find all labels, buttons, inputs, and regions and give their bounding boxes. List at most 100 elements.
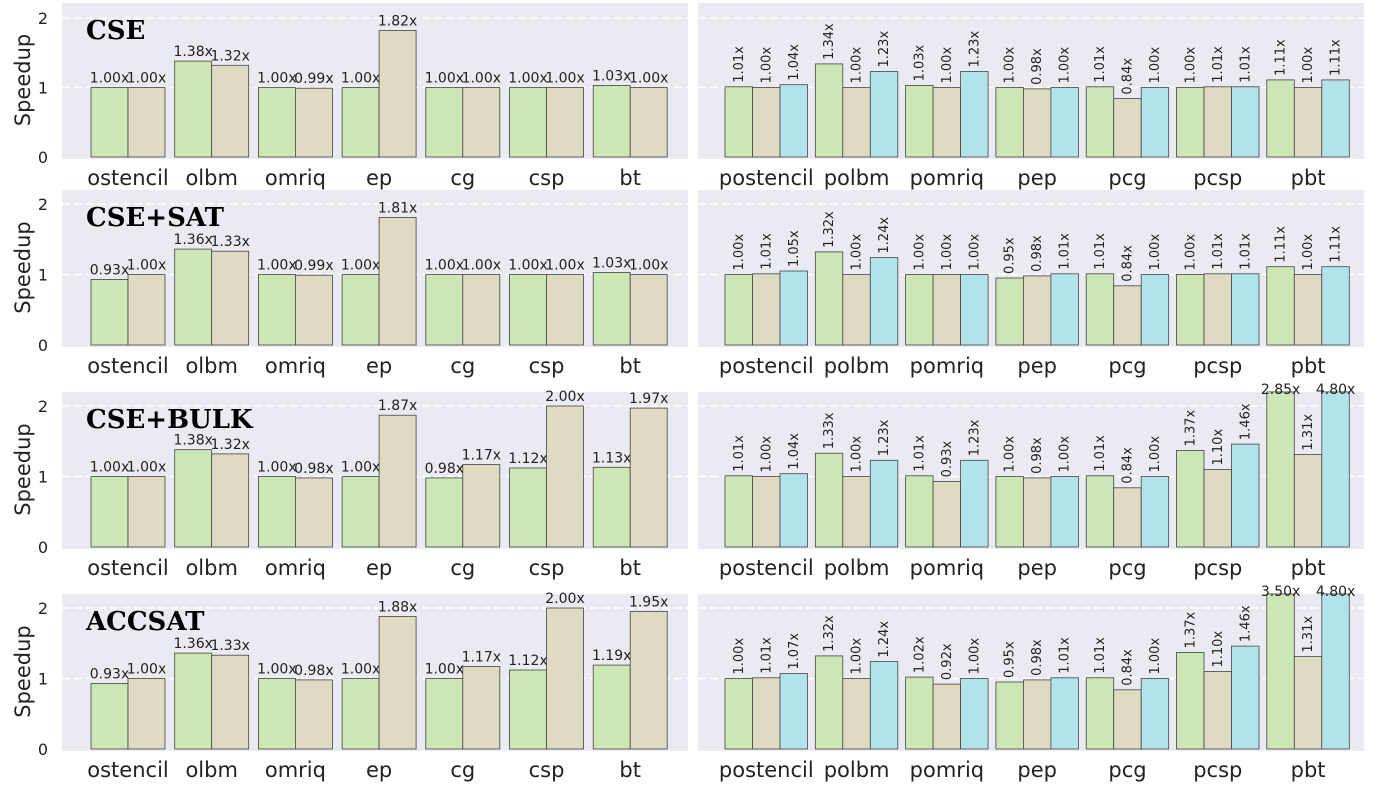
bar-pbt-s1 xyxy=(1293,656,1323,750)
x-tick-label: postencil xyxy=(719,556,814,580)
bar-olbm-s0 xyxy=(174,248,213,346)
y-axis-label: Speedup xyxy=(11,625,35,717)
bar-postencil-s1 xyxy=(752,677,781,750)
data-label: 1.31x xyxy=(1301,616,1316,653)
data-label: 1.00x xyxy=(257,71,296,87)
bar-postencil-s2 xyxy=(779,84,808,158)
bar-pcsp-s1 xyxy=(1203,469,1232,548)
bar-postencil-s1 xyxy=(752,476,781,548)
data-label: 1.00x xyxy=(967,638,982,675)
data-label: 0.93x xyxy=(90,666,129,682)
x-tick-label: csp xyxy=(529,166,565,190)
x-tick-label: cg xyxy=(450,354,475,378)
x-tick-label: polbm xyxy=(824,166,890,190)
data-label: 2.00x xyxy=(545,591,584,607)
data-label: 1.00x xyxy=(508,258,547,274)
bar-csp-s0 xyxy=(509,467,547,548)
bar-pcsp-s2 xyxy=(1231,86,1260,158)
bar-csp-s0 xyxy=(509,274,547,346)
x-tick-label: ep xyxy=(366,354,392,378)
bar-pomriq-s1 xyxy=(932,683,961,750)
x-tick-label: olbm xyxy=(185,166,237,190)
y-tick-label: 2 xyxy=(38,195,48,214)
data-label: 1.03x xyxy=(592,68,631,84)
bar-omriq-s0 xyxy=(257,274,296,346)
y-tick-label: 0 xyxy=(38,148,48,167)
data-label: 1.82x xyxy=(378,14,417,30)
bar-pomriq-s2 xyxy=(960,678,989,750)
x-tick-label: ep xyxy=(366,758,392,782)
y-tick-label: 2 xyxy=(38,397,48,416)
bar-pbt-s0 xyxy=(1266,391,1295,548)
bar-ep-s0 xyxy=(341,274,380,346)
bar-pomriq-s0 xyxy=(905,475,934,548)
data-label: 1.24x xyxy=(877,217,892,254)
bar-pep-s2 xyxy=(1050,677,1079,750)
bar-pbt-s2 xyxy=(1321,593,1350,750)
data-label: 1.00x xyxy=(967,234,982,271)
bar-polbm-s2 xyxy=(869,661,899,750)
data-label: 1.32x xyxy=(822,615,837,652)
panel-title: CSE+BULK xyxy=(86,405,254,435)
bar-olbm-s1 xyxy=(211,654,250,750)
chart-panel-2: 012SpeedupCSE+BULK1.00x1.00xostencil1.38… xyxy=(11,382,1364,580)
bar-pcg-s0 xyxy=(1085,475,1115,548)
bar-omriq-s1 xyxy=(294,679,333,750)
bar-pcsp-s2 xyxy=(1231,645,1260,750)
data-label: 1.01x xyxy=(759,637,774,674)
bar-pep-s1 xyxy=(1023,679,1052,750)
x-tick-label: ostencil xyxy=(87,354,168,378)
y-tick-label: 2 xyxy=(38,9,48,28)
bar-omriq-s0 xyxy=(257,87,296,158)
data-label: 1.00x xyxy=(759,436,774,473)
x-tick-label: pbt xyxy=(1291,758,1326,782)
x-tick-label: csp xyxy=(529,354,565,378)
bar-pcsp-s2 xyxy=(1231,443,1260,548)
data-label: 1.00x xyxy=(1003,436,1018,473)
x-tick-label: postencil xyxy=(719,166,814,190)
data-label: 1.04x xyxy=(787,433,802,470)
bar-pcg-s1 xyxy=(1113,689,1142,750)
y-tick-label: 1 xyxy=(38,468,48,487)
chart-panel-0: 012SpeedupCSE1.00x1.00xostencil1.38x1.32… xyxy=(11,3,1364,190)
data-label: 1.38x xyxy=(173,44,212,60)
data-label: 1.00x xyxy=(425,71,464,87)
data-label: 1.46x xyxy=(1238,605,1253,642)
x-tick-label: ep xyxy=(366,166,392,190)
data-label: 1.00x xyxy=(629,258,668,274)
bar-pep-s1 xyxy=(1023,275,1052,346)
x-tick-label: olbm xyxy=(185,354,237,378)
x-tick-label: pbt xyxy=(1291,556,1326,580)
data-label: 1.01x xyxy=(1093,637,1108,674)
bar-olbm-s1 xyxy=(211,250,250,346)
x-tick-label: pbt xyxy=(1291,166,1326,190)
data-label: 1.00x xyxy=(341,258,380,274)
x-tick-label: olbm xyxy=(185,556,237,580)
x-tick-label: pcg xyxy=(1108,166,1146,190)
data-label: 1.00x xyxy=(127,662,166,678)
data-label: 1.11x xyxy=(1274,226,1289,263)
x-tick-label: pcg xyxy=(1108,354,1146,378)
bar-pcg-s2 xyxy=(1140,678,1170,750)
x-tick-label: csp xyxy=(529,758,565,782)
bar-cg-s0 xyxy=(425,477,464,548)
x-tick-label: cg xyxy=(450,556,475,580)
y-tick-label: 1 xyxy=(38,79,48,98)
data-label: 1.00x xyxy=(425,662,464,678)
data-label: 1.00x xyxy=(341,460,380,476)
y-tick-label: 1 xyxy=(38,670,48,689)
bar-pomriq-s0 xyxy=(905,85,934,158)
bar-cg-s1 xyxy=(462,274,501,346)
data-label: 1.00x xyxy=(341,71,380,87)
panel-title: CSE+SAT xyxy=(86,203,225,233)
x-tick-label: pomriq xyxy=(910,758,984,782)
x-tick-label: pep xyxy=(1017,354,1057,378)
bar-pomriq-s2 xyxy=(960,459,989,548)
chart-panel-3: 012SpeedupACCSAT0.93x1.00xostencil1.36x1… xyxy=(11,584,1364,782)
data-label: 1.88x xyxy=(378,600,417,616)
data-label: 1.00x xyxy=(1183,47,1198,84)
data-label: 1.03x xyxy=(592,255,631,271)
bar-polbm-s0 xyxy=(814,63,844,158)
bar-bt-s1 xyxy=(629,611,668,750)
data-label: 1.01x xyxy=(1093,435,1108,472)
